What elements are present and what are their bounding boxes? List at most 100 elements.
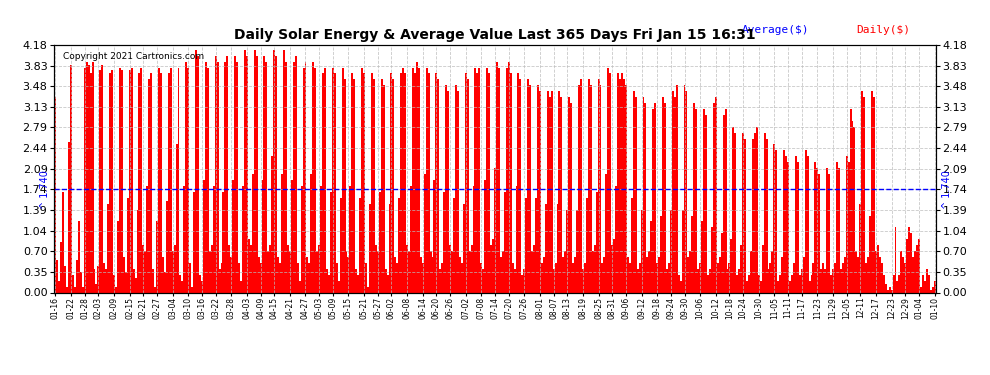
Bar xyxy=(639,263,641,292)
Title: Daily Solar Energy & Average Value Last 365 Days Fri Jan 15 16:31: Daily Solar Energy & Average Value Last … xyxy=(235,28,755,42)
Bar xyxy=(871,91,873,292)
Bar xyxy=(863,97,865,292)
Bar xyxy=(169,68,171,292)
Bar xyxy=(828,174,830,292)
Bar xyxy=(195,50,197,292)
Bar xyxy=(602,263,604,292)
Bar xyxy=(763,133,765,292)
Bar xyxy=(546,91,548,292)
Bar xyxy=(537,85,539,292)
Bar xyxy=(674,97,676,292)
Bar xyxy=(244,50,246,292)
Bar xyxy=(633,91,635,292)
Bar xyxy=(486,68,488,292)
Bar xyxy=(424,174,426,292)
Bar xyxy=(394,257,396,292)
Bar xyxy=(819,174,821,292)
Bar xyxy=(676,85,678,292)
Bar xyxy=(438,80,440,292)
Bar xyxy=(377,251,379,292)
Bar xyxy=(109,74,111,292)
Bar xyxy=(658,257,660,292)
Bar xyxy=(594,245,596,292)
Bar xyxy=(779,275,781,292)
Bar xyxy=(54,97,56,292)
Bar xyxy=(615,186,617,292)
Bar xyxy=(193,192,195,292)
Bar xyxy=(811,275,813,292)
Bar xyxy=(562,257,564,292)
Bar xyxy=(113,275,115,292)
Bar xyxy=(480,263,482,292)
Bar xyxy=(564,251,566,292)
Bar xyxy=(80,272,82,292)
Bar xyxy=(590,85,592,292)
Bar xyxy=(709,269,711,292)
Bar xyxy=(641,210,643,292)
Bar xyxy=(474,68,476,292)
Bar xyxy=(721,233,723,292)
Bar xyxy=(924,280,926,292)
Bar xyxy=(141,68,143,292)
Bar xyxy=(240,280,242,292)
Bar xyxy=(478,68,480,292)
Bar xyxy=(494,168,496,292)
Bar xyxy=(742,133,744,292)
Bar xyxy=(544,204,546,292)
Bar xyxy=(654,103,656,292)
Bar xyxy=(741,245,742,292)
Bar xyxy=(375,245,377,292)
Bar xyxy=(416,62,418,292)
Bar xyxy=(560,97,562,292)
Bar xyxy=(572,263,574,292)
Bar xyxy=(899,275,900,292)
Bar xyxy=(347,257,349,292)
Bar xyxy=(217,62,219,292)
Bar xyxy=(238,263,240,292)
Bar xyxy=(125,272,127,292)
Bar xyxy=(644,103,646,292)
Bar xyxy=(392,80,394,292)
Bar xyxy=(137,210,139,292)
Bar xyxy=(72,275,74,292)
Bar xyxy=(791,275,793,292)
Bar xyxy=(396,263,398,292)
Bar xyxy=(119,68,121,292)
Bar xyxy=(235,56,237,292)
Bar xyxy=(750,251,752,292)
Bar xyxy=(621,74,623,292)
Bar xyxy=(84,68,86,292)
Bar xyxy=(160,74,162,292)
Bar xyxy=(164,272,165,292)
Bar xyxy=(309,263,311,292)
Bar xyxy=(484,180,486,292)
Bar xyxy=(251,174,253,292)
Bar xyxy=(152,269,154,292)
Bar xyxy=(455,85,457,292)
Bar xyxy=(171,251,173,292)
Bar xyxy=(312,62,314,292)
Bar xyxy=(187,68,189,292)
Bar xyxy=(526,198,528,292)
Bar xyxy=(367,286,369,292)
Bar xyxy=(436,74,438,292)
Bar xyxy=(233,180,235,292)
Bar xyxy=(873,97,875,292)
Bar xyxy=(246,56,248,292)
Bar xyxy=(440,269,442,292)
Bar xyxy=(910,233,912,292)
Bar xyxy=(510,74,512,292)
Bar xyxy=(328,275,330,292)
Bar xyxy=(584,263,586,292)
Bar xyxy=(897,280,899,292)
Bar xyxy=(883,275,885,292)
Bar xyxy=(451,251,453,292)
Bar xyxy=(755,127,757,292)
Bar xyxy=(568,97,570,292)
Bar xyxy=(183,186,185,292)
Bar xyxy=(303,68,305,292)
Bar xyxy=(731,239,733,292)
Bar xyxy=(135,278,137,292)
Bar xyxy=(99,70,101,292)
Bar xyxy=(201,280,203,292)
